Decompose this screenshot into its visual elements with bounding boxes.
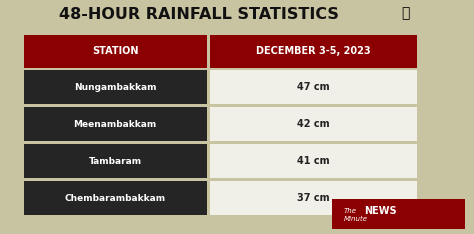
Text: Tambaram: Tambaram [89, 157, 142, 166]
FancyBboxPatch shape [210, 35, 417, 68]
FancyBboxPatch shape [24, 70, 207, 104]
Text: STATION: STATION [92, 46, 138, 56]
FancyBboxPatch shape [210, 70, 417, 104]
Text: 42 cm: 42 cm [298, 119, 330, 129]
FancyBboxPatch shape [210, 107, 417, 141]
Text: DECEMBER 3-5, 2023: DECEMBER 3-5, 2023 [256, 46, 371, 56]
Text: Minute: Minute [344, 216, 368, 222]
Text: Meenambakkam: Meenambakkam [73, 120, 157, 129]
FancyBboxPatch shape [24, 35, 207, 68]
Text: 47 cm: 47 cm [298, 82, 330, 92]
Text: NEWS: NEWS [364, 206, 397, 216]
FancyBboxPatch shape [24, 181, 207, 215]
Text: The: The [344, 208, 356, 214]
FancyBboxPatch shape [24, 107, 207, 141]
Text: Nungambakkam: Nungambakkam [74, 83, 156, 92]
FancyBboxPatch shape [24, 144, 207, 178]
Text: Chembarambakkam: Chembarambakkam [64, 194, 166, 203]
Text: ⛅: ⛅ [401, 6, 410, 20]
FancyBboxPatch shape [210, 181, 417, 215]
FancyBboxPatch shape [210, 144, 417, 178]
Text: 48-HOUR RAINFALL STATISTICS: 48-HOUR RAINFALL STATISTICS [59, 7, 339, 22]
Text: 41 cm: 41 cm [298, 156, 330, 166]
Text: 37 cm: 37 cm [298, 193, 330, 203]
FancyBboxPatch shape [332, 199, 465, 229]
